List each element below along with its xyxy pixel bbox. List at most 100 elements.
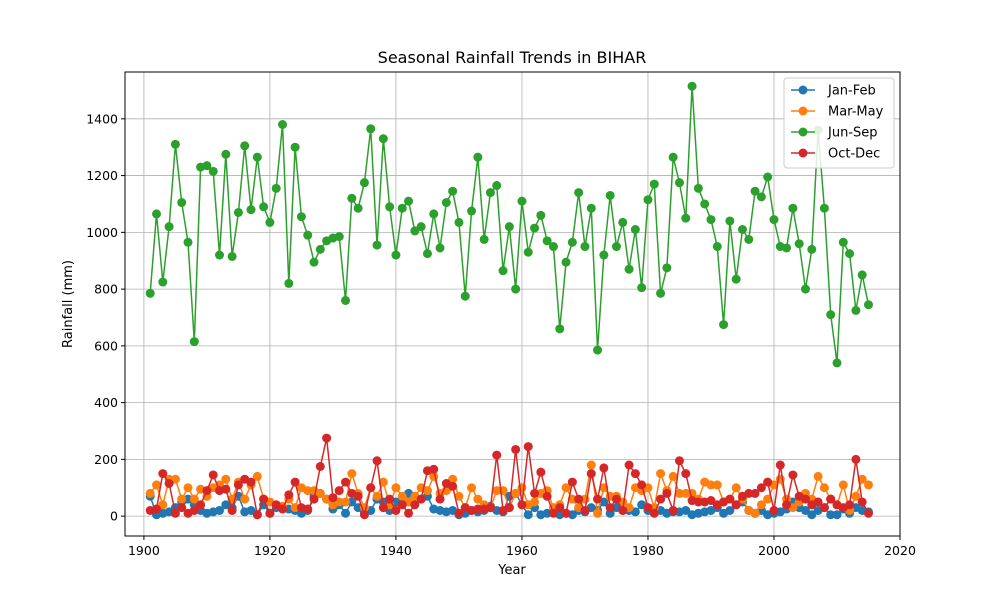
- data-point-jun-sep: [599, 250, 609, 260]
- data-point-jun-sep: [145, 288, 155, 298]
- data-point-jun-sep: [404, 196, 414, 206]
- data-point-oct-dec: [504, 503, 514, 513]
- data-point-oct-dec: [706, 496, 716, 506]
- data-point-oct-dec: [630, 469, 640, 479]
- data-point-jun-sep: [366, 124, 376, 134]
- data-point-oct-dec: [756, 483, 766, 493]
- data-point-jun-sep: [643, 195, 653, 205]
- chart-title: Seasonal Rainfall Trends in BIHAR: [378, 48, 647, 67]
- data-point-oct-dec: [359, 510, 369, 520]
- data-point-jun-sep: [460, 291, 470, 301]
- data-point-oct-dec: [233, 480, 243, 490]
- data-point-oct-dec: [674, 456, 684, 466]
- data-point-jun-sep: [152, 209, 162, 219]
- data-point-oct-dec: [750, 488, 760, 498]
- data-point-oct-dec: [681, 469, 691, 479]
- data-point-oct-dec: [845, 500, 855, 510]
- data-point-oct-dec: [189, 505, 199, 515]
- data-point-oct-dec: [429, 464, 439, 474]
- data-point-jun-sep: [170, 139, 180, 149]
- x-tick-label: 2000: [758, 543, 790, 558]
- data-point-jan-feb: [826, 510, 836, 520]
- data-point-jun-sep: [548, 242, 558, 252]
- data-point-jan-feb: [832, 510, 842, 520]
- data-point-oct-dec: [410, 500, 420, 510]
- data-point-oct-dec: [485, 503, 495, 513]
- data-point-oct-dec: [618, 505, 628, 515]
- data-point-jan-feb: [800, 505, 810, 515]
- data-point-jun-sep: [252, 152, 262, 162]
- data-point-mar-may: [372, 491, 382, 501]
- data-point-jun-sep: [649, 179, 659, 189]
- data-point-jun-sep: [788, 203, 798, 213]
- data-point-jan-feb: [341, 508, 351, 518]
- y-tick-label: 1000: [86, 225, 118, 240]
- data-point-jun-sep: [435, 243, 445, 253]
- data-point-mar-may: [397, 491, 407, 501]
- data-point-jun-sep: [208, 166, 218, 176]
- data-point-oct-dec: [372, 456, 382, 466]
- data-point-mar-may: [347, 469, 357, 479]
- data-point-jun-sep: [416, 222, 426, 232]
- data-point-oct-dec: [448, 481, 458, 491]
- data-point-jun-sep: [756, 192, 766, 202]
- data-point-mar-may: [158, 500, 168, 510]
- data-point-jun-sep: [832, 358, 842, 368]
- data-point-oct-dec: [523, 442, 533, 452]
- data-point-mar-may: [252, 471, 262, 481]
- data-point-mar-may: [750, 508, 760, 518]
- data-point-mar-may: [561, 483, 571, 493]
- data-point-oct-dec: [435, 494, 445, 504]
- data-point-jun-sep: [725, 216, 735, 226]
- legend: Jan-Feb Mar-May Jun-Sep Oct-Dec: [783, 77, 895, 169]
- data-point-jun-sep: [347, 193, 357, 203]
- data-point-jan-feb: [246, 505, 256, 515]
- data-point-oct-dec: [492, 450, 502, 460]
- data-point-oct-dec: [290, 477, 300, 487]
- data-point-oct-dec: [567, 477, 577, 487]
- x-tick-label: 1980: [632, 543, 664, 558]
- data-point-jan-feb: [215, 505, 225, 515]
- data-point-jun-sep: [611, 242, 621, 252]
- data-point-mar-may: [763, 494, 773, 504]
- data-point-jun-sep: [189, 337, 199, 347]
- data-point-oct-dec: [813, 497, 823, 507]
- data-point-jun-sep: [448, 186, 458, 196]
- data-point-jun-sep: [750, 186, 760, 196]
- data-point-oct-dec: [208, 470, 218, 480]
- data-point-oct-dec: [341, 477, 351, 487]
- data-point-jun-sep: [693, 183, 703, 193]
- data-point-jun-sep: [372, 240, 382, 250]
- data-point-oct-dec: [397, 500, 407, 510]
- data-point-jun-sep: [278, 120, 288, 130]
- y-tick-label: 200: [94, 452, 118, 467]
- data-point-jun-sep: [233, 207, 243, 217]
- data-point-jun-sep: [668, 152, 678, 162]
- data-point-oct-dec: [353, 491, 363, 501]
- data-point-jun-sep: [511, 284, 521, 294]
- data-point-oct-dec: [725, 494, 735, 504]
- data-point-oct-dec: [303, 504, 313, 514]
- data-point-jun-sep: [769, 215, 779, 225]
- data-point-jan-feb: [725, 505, 735, 515]
- data-point-oct-dec: [656, 494, 666, 504]
- data-point-mar-may: [492, 486, 502, 496]
- data-point-oct-dec: [366, 483, 376, 493]
- data-point-oct-dec: [517, 500, 527, 510]
- data-point-oct-dec: [385, 494, 395, 504]
- data-point-mar-may: [290, 503, 300, 513]
- data-point-mar-may: [467, 483, 477, 493]
- data-point-oct-dec: [599, 463, 609, 473]
- data-point-jun-sep: [719, 320, 729, 330]
- data-point-jun-sep: [271, 183, 281, 193]
- y-axis-title: Rainfall (mm): [61, 260, 76, 348]
- data-point-jun-sep: [334, 232, 344, 242]
- data-point-oct-dec: [530, 488, 540, 498]
- data-point-mar-may: [315, 488, 325, 498]
- series-layer: [145, 81, 873, 520]
- data-point-jun-sep: [523, 247, 533, 257]
- data-point-oct-dec: [246, 477, 256, 487]
- data-point-oct-dec: [863, 508, 873, 518]
- data-point-jun-sep: [290, 142, 300, 152]
- data-point-oct-dec: [404, 508, 414, 518]
